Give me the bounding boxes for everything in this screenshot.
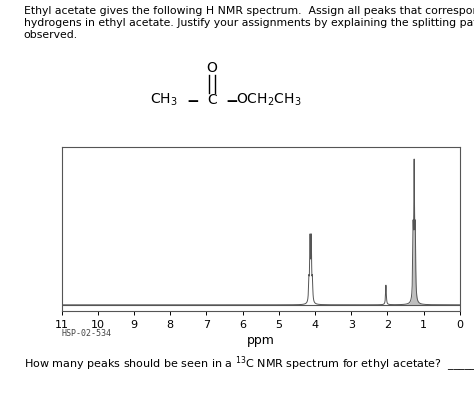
Text: $\rm OCH_2CH_3$: $\rm OCH_2CH_3$: [236, 91, 301, 108]
Text: HSP-02-534: HSP-02-534: [62, 329, 111, 338]
Text: observed.: observed.: [24, 30, 78, 40]
Text: hydrogens in ethyl acetate. Justify your assignments by explaining the splitting: hydrogens in ethyl acetate. Justify your…: [24, 18, 474, 28]
X-axis label: ppm: ppm: [247, 334, 274, 347]
Text: $\rm C$: $\rm C$: [207, 93, 218, 107]
Text: Ethyl acetate gives the following H NMR spectrum.  Assign all peaks that corresp: Ethyl acetate gives the following H NMR …: [24, 6, 474, 16]
Text: $\bf{-}$: $\bf{-}$: [186, 92, 199, 107]
Text: How many peaks should be seen in a $^{13}$C NMR spectrum for ethyl acetate?  ___: How many peaks should be seen in a $^{13…: [24, 355, 474, 374]
Text: $\rm O$: $\rm O$: [206, 61, 218, 75]
Text: $\bf{-}$: $\bf{-}$: [225, 92, 238, 107]
Text: $\rm CH_3$: $\rm CH_3$: [150, 91, 178, 108]
